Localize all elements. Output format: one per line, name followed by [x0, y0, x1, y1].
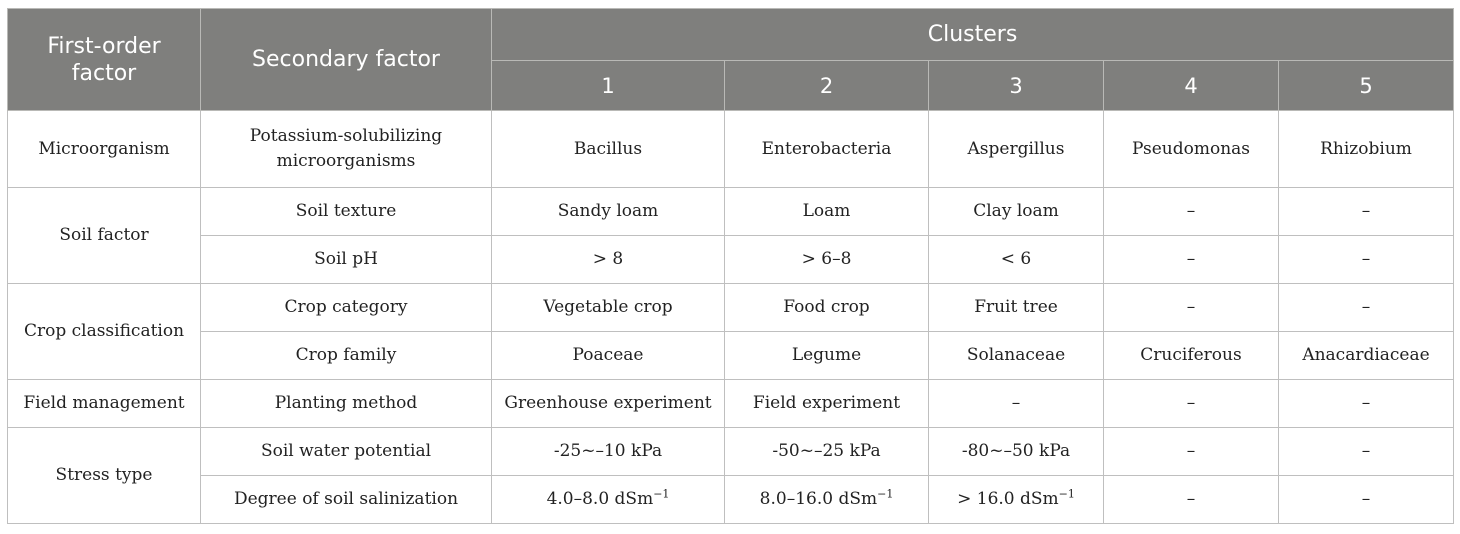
secondary-factor-cell: Crop category: [200, 283, 492, 332]
unit-superscript: −1: [653, 487, 670, 501]
unit-superscript: −1: [877, 487, 894, 501]
cluster-2-cell: Legume: [724, 331, 929, 380]
cluster-3-cell: Solanaceae: [928, 331, 1104, 380]
cluster-2-cell: -50~–25 kPa: [724, 427, 929, 476]
table-row: Microorganism Potassium-solubilizing mic…: [7, 110, 1455, 188]
cluster-3-cell: -80~–50 kPa: [928, 427, 1104, 476]
cluster-5-cell: –: [1277, 379, 1455, 428]
secondary-factor-cell: Soil texture: [200, 187, 492, 236]
secondary-factor-header: Secondary factor: [200, 8, 492, 111]
cluster-1-cell: 4.0–8.0 dSm−1: [491, 475, 725, 524]
cluster-1-header: 1: [491, 60, 725, 111]
cluster-4-header: 4: [1103, 60, 1279, 111]
cluster-2-header: 2: [724, 60, 929, 111]
table-row: Crop classification Crop category Vegeta…: [7, 283, 1455, 380]
value-text: 4.0–8.0 dSm: [546, 489, 654, 509]
table-row: Crop family Poaceae Legume Solanaceae Cr…: [8, 331, 1455, 380]
cluster-4-cell: –: [1103, 379, 1279, 428]
header-row-1: First-order factor Secondary factor Clus…: [7, 8, 1455, 111]
cluster-4-cell: Pseudomonas: [1103, 110, 1279, 188]
table-row: Soil pH > 8 > 6–8 < 6 – –: [8, 235, 1455, 284]
cluster-3-cell: < 6: [928, 235, 1104, 284]
table-row: Stress type Soil water potential -25~–10…: [7, 427, 1455, 524]
value-text: > 16.0 dSm: [957, 489, 1059, 509]
first-order-cell: Field management: [7, 379, 201, 428]
first-order-cell: Microorganism: [7, 110, 201, 188]
secondary-factor-cell: Planting method: [200, 379, 492, 428]
cluster-5-cell: –: [1277, 235, 1455, 284]
cluster-1-cell: Greenhouse experiment: [491, 379, 725, 428]
cluster-5-cell: Rhizobium: [1277, 110, 1455, 188]
cluster-1-cell: Poaceae: [491, 331, 725, 380]
cluster-2-cell: Enterobacteria: [724, 110, 929, 188]
cluster-2-cell: > 6–8: [724, 235, 929, 284]
cluster-3-cell: Fruit tree: [928, 283, 1104, 332]
cluster-4-cell: –: [1103, 187, 1279, 236]
secondary-factor-cell: Soil water potential: [200, 427, 492, 476]
clusters-table: First-order factor Secondary factor Clus…: [7, 8, 1455, 524]
table-row: Field management Planting method Greenho…: [7, 379, 1455, 428]
cluster-3-cell: Clay loam: [928, 187, 1104, 236]
clusters-header: Clusters: [490, 8, 1455, 61]
first-order-cell: Crop classification: [7, 283, 201, 380]
cluster-5-header: 5: [1277, 60, 1455, 111]
secondary-factor-cell: Crop family: [200, 331, 492, 380]
cluster-5-cell: –: [1277, 187, 1455, 236]
cluster-2-cell: Loam: [724, 187, 929, 236]
cluster-2-cell: Field experiment: [724, 379, 929, 428]
cluster-4-cell: Cruciferous: [1103, 331, 1279, 380]
table-row: Soil factor Soil texture Sandy loam Loam…: [7, 187, 1455, 284]
cluster-1-cell: Sandy loam: [491, 187, 725, 236]
cluster-4-cell: –: [1103, 427, 1279, 476]
cluster-3-cell: Aspergillus: [928, 110, 1104, 188]
cluster-1-cell: Bacillus: [491, 110, 725, 188]
cluster-5-cell: –: [1277, 283, 1455, 332]
cluster-3-cell: –: [928, 379, 1104, 428]
cluster-3-header: 3: [928, 60, 1104, 111]
cluster-2-cell: Food crop: [724, 283, 929, 332]
cluster-3-cell: > 16.0 dSm−1: [928, 475, 1104, 524]
cluster-5-cell: Anacardiaceae: [1277, 331, 1455, 380]
secondary-factor-cell: Soil pH: [200, 235, 492, 284]
secondary-factor-cell: Potassium-solubilizing microorganisms: [200, 110, 492, 188]
cluster-2-cell: 8.0–16.0 dSm−1: [724, 475, 929, 524]
cluster-1-cell: Vegetable crop: [491, 283, 725, 332]
cluster-1-cell: -25~–10 kPa: [491, 427, 725, 476]
first-order-cell: Stress type: [7, 427, 201, 524]
cluster-5-cell: –: [1277, 475, 1455, 524]
cluster-1-cell: > 8: [491, 235, 725, 284]
secondary-factor-cell: Degree of soil salinization: [200, 475, 492, 524]
cluster-4-cell: –: [1103, 283, 1279, 332]
cluster-4-cell: –: [1103, 235, 1279, 284]
cluster-5-cell: –: [1277, 427, 1455, 476]
unit-superscript: −1: [1058, 487, 1075, 501]
cluster-4-cell: –: [1103, 475, 1279, 524]
first-order-cell: Soil factor: [7, 187, 201, 284]
table-row: Degree of soil salinization 4.0–8.0 dSm−…: [8, 475, 1455, 524]
header-row-2: 1 2 3 4 5: [8, 60, 1455, 111]
value-text: 8.0–16.0 dSm: [759, 489, 878, 509]
first-order-factor-header: First-order factor: [7, 8, 201, 111]
